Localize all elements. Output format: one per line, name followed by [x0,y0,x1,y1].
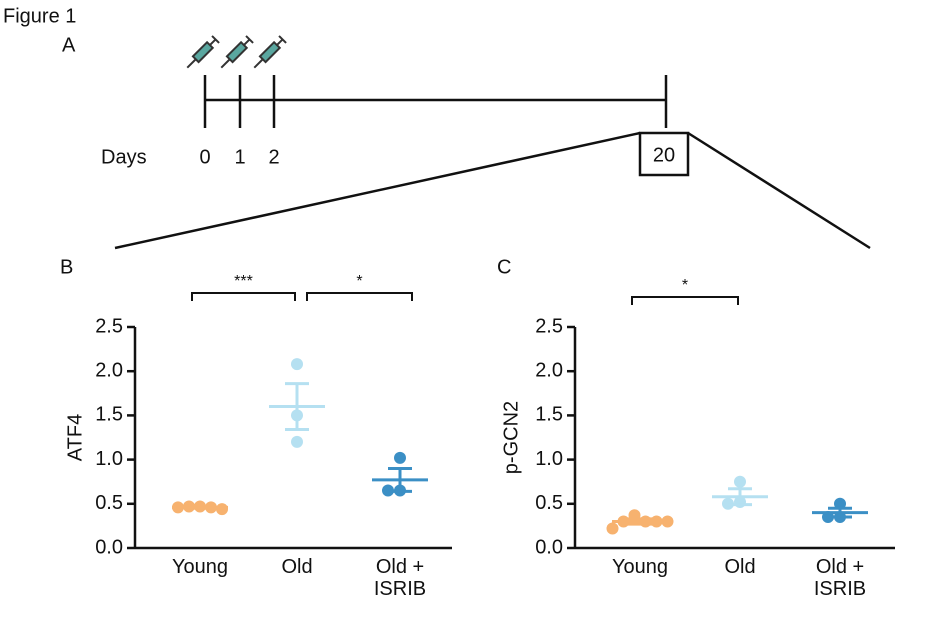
data-point [291,358,303,371]
day-label: 2 [268,146,279,168]
y-tick-label: 0.0 [95,536,123,558]
y-tick-label: 2.0 [95,359,123,381]
significance-bracket [191,292,296,301]
y-tick-label: 0.0 [535,536,563,558]
x-tick-label: Old + ISRIB [373,556,427,600]
y-axis-label: ATF4 [64,414,86,461]
x-tick-label-box: Young [172,556,228,578]
syringe-icons [186,35,287,69]
x-tick-label-box: Old + ISRIB [813,556,867,600]
y-tick-label: 0.5 [95,492,123,514]
panel-label: B [60,256,73,278]
x-tick-label: Old + ISRIB [813,556,867,600]
x-tick-label-box: Old + ISRIB [373,556,427,600]
y-tick-label: 2.5 [95,315,123,337]
significance-label: * [356,273,362,290]
y-tick-label: 1.0 [535,448,563,470]
data-point [734,475,746,488]
x-tick-label: Old [281,556,313,578]
data-point [216,503,228,516]
x-tick-label-box: Old [724,556,756,578]
day-label: 0 [199,146,210,168]
timeline-label: Days [101,146,147,168]
x-tick-label: Old [724,556,756,578]
y-tick-label: 1.5 [535,404,563,426]
y-tick-label: 1.5 [95,404,123,426]
significance-bracket [306,292,413,301]
day-label: 20 [653,144,675,166]
y-axis-label: p-GCN2 [500,401,522,474]
panel-label: C [497,256,511,278]
significance-label: *** [234,273,253,290]
y-tick-label: 2.5 [535,315,563,337]
significance-label: * [682,277,688,294]
y-tick-label: 2.0 [535,359,563,381]
x-tick-label: Young [172,556,228,578]
timeline [114,75,871,250]
day-label: 1 [234,146,245,168]
panel-label: A [62,34,76,56]
data-point [291,435,303,448]
significance-bracket [631,296,739,305]
data-point [606,522,619,535]
y-tick-label: 0.5 [535,492,563,514]
x-tick-label: Young [612,556,668,578]
figure-title: Figure 1 [3,5,76,27]
x-tick-label-box: Old [281,556,313,578]
y-tick-label: 1.0 [95,448,123,470]
data-point [394,451,406,464]
x-tick-label-box: Young [612,556,668,578]
